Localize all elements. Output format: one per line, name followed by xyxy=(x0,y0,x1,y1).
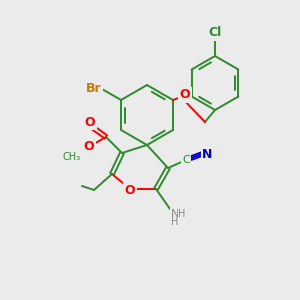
Text: N: N xyxy=(171,209,179,219)
Text: H: H xyxy=(178,209,185,219)
Text: Br: Br xyxy=(86,82,102,94)
Text: N: N xyxy=(202,148,212,160)
Text: C: C xyxy=(182,155,190,165)
Text: O: O xyxy=(84,140,94,154)
Text: Cl: Cl xyxy=(208,26,222,40)
Text: O: O xyxy=(180,88,190,101)
Text: O: O xyxy=(85,116,95,128)
Text: CH₃: CH₃ xyxy=(63,152,81,162)
Text: O: O xyxy=(125,184,135,196)
Text: H: H xyxy=(171,217,179,227)
